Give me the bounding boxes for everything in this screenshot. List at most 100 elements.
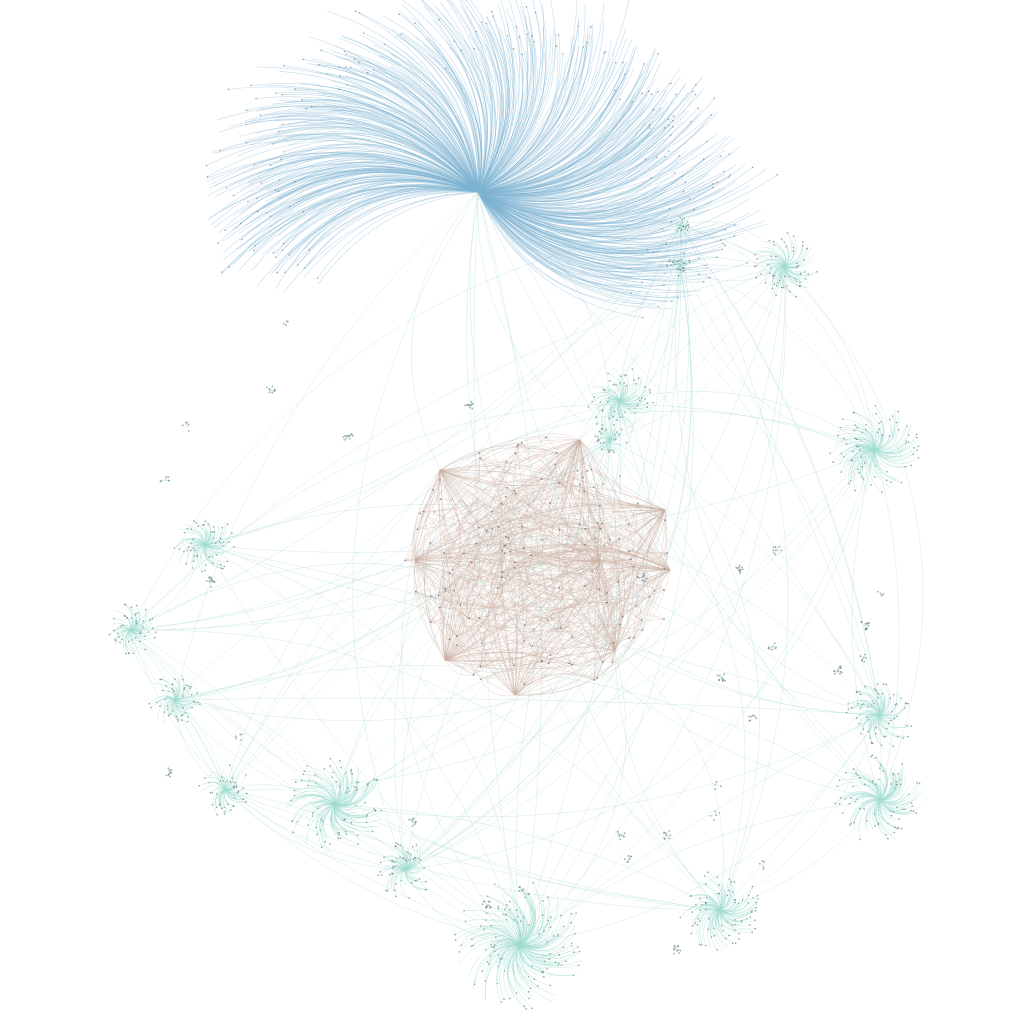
satellite-edge: [601, 399, 621, 426]
satellite-node: [380, 809, 383, 812]
blue-fan-edge: [477, 23, 593, 193]
satellite-edge: [594, 433, 611, 441]
satellite-node: [185, 563, 188, 565]
blue-fan-edge: [283, 138, 479, 193]
satellite-node: [802, 244, 804, 247]
inter-cluster-edge: [404, 264, 786, 871]
blue-fan-edge: [291, 170, 479, 206]
blue-fan-edge: [283, 65, 479, 193]
satellite-node: [850, 707, 853, 709]
satellite-node: [355, 786, 358, 789]
satellite-edge: [879, 799, 904, 805]
blue-fan-node: [438, 18, 440, 21]
blue-fan-edge: [373, 69, 479, 193]
core-edge: [438, 439, 581, 596]
blue-fan-edge: [241, 176, 479, 240]
satellite-edge: [514, 902, 528, 946]
blue-fan-edge: [477, 191, 664, 269]
core-edge: [476, 543, 643, 635]
tiny-cluster-node: [287, 320, 289, 323]
satellite-edge: [204, 544, 225, 567]
satellite-edge: [312, 804, 336, 817]
core-edge: [471, 526, 523, 563]
satellite-edge: [519, 916, 529, 946]
blue-fan-edge: [226, 155, 479, 193]
satellite-edge: [715, 909, 726, 939]
blue-fan-edge: [477, 191, 718, 263]
satellite-node: [863, 783, 866, 786]
blue-fan-edge: [371, 74, 479, 193]
blue-fan-edge: [477, 172, 676, 217]
satellite-node: [859, 693, 862, 695]
blue-fan-edge: [477, 42, 588, 193]
blue-fan-edge: [477, 0, 556, 193]
core-node: [517, 443, 519, 446]
satellite-edge: [879, 787, 909, 803]
satellite-node: [132, 652, 134, 655]
core-edge: [444, 657, 543, 662]
blue-fan-edge: [246, 128, 479, 193]
blue-fan-edge: [476, 31, 504, 193]
satellite-edge: [838, 445, 876, 462]
satellite-node: [855, 772, 857, 774]
core-node: [612, 641, 615, 644]
blue-fan-edge: [477, 168, 767, 226]
blue-fan-edge: [477, 2, 605, 193]
satellite-node: [859, 707, 862, 709]
blue-fan-edge: [420, 0, 487, 193]
satellite-node: [679, 216, 681, 218]
satellite-node: [204, 520, 206, 523]
blue-fan-edge: [476, 34, 503, 193]
satellite-edge: [877, 799, 895, 833]
core-edge: [550, 439, 581, 629]
satellite-node: [625, 384, 628, 387]
core-edge: [512, 453, 543, 662]
blue-fan-edge: [309, 188, 479, 250]
core-edge: [618, 538, 632, 560]
satellite-node: [917, 457, 920, 459]
blue-fan-edge: [206, 135, 479, 193]
tiny-cluster-node: [673, 952, 675, 955]
satellite-edge: [607, 439, 611, 452]
satellite-node: [854, 800, 856, 803]
satellite-edge: [866, 714, 881, 724]
satellite-node: [893, 831, 895, 834]
satellite-edge: [519, 944, 582, 966]
satellite-node: [188, 687, 191, 689]
satellite-node: [541, 914, 544, 916]
satellite-node: [625, 441, 628, 444]
satellite-edge: [869, 449, 883, 493]
satellite-node: [394, 889, 396, 891]
satellite-node: [564, 960, 567, 962]
core-edge: [502, 572, 619, 583]
blue-fan-edge: [477, 94, 696, 196]
core-edge: [579, 439, 645, 638]
core-node: [584, 527, 587, 530]
core-edge: [533, 629, 549, 664]
satellite-edge: [879, 782, 918, 802]
satellite-edge: [482, 939, 521, 950]
tiny-cluster-node: [739, 572, 741, 575]
inter-cluster-edge: [129, 264, 681, 631]
satellite-edge: [129, 614, 137, 631]
satellite-node: [497, 907, 500, 910]
satellite-edge: [759, 250, 786, 266]
satellite-node: [738, 932, 740, 935]
core-node: [491, 527, 494, 530]
core-node: [532, 628, 535, 631]
core-edge: [415, 591, 431, 623]
core-edge: [496, 526, 525, 642]
satellite-node: [215, 542, 217, 545]
core-edge: [524, 550, 630, 685]
satellite-node: [910, 809, 913, 812]
inter-cluster-edge: [352, 191, 479, 871]
tiny-cluster-node: [773, 642, 776, 645]
blue-fan-node: [668, 150, 670, 152]
satellite-edge: [334, 773, 354, 806]
satellite-node: [860, 456, 863, 459]
blue-fan-node: [460, 49, 463, 52]
core-edge: [539, 439, 581, 541]
core-edge: [430, 439, 581, 623]
tiny-cluster-node: [623, 858, 626, 861]
blue-fan-edge: [477, 191, 662, 259]
